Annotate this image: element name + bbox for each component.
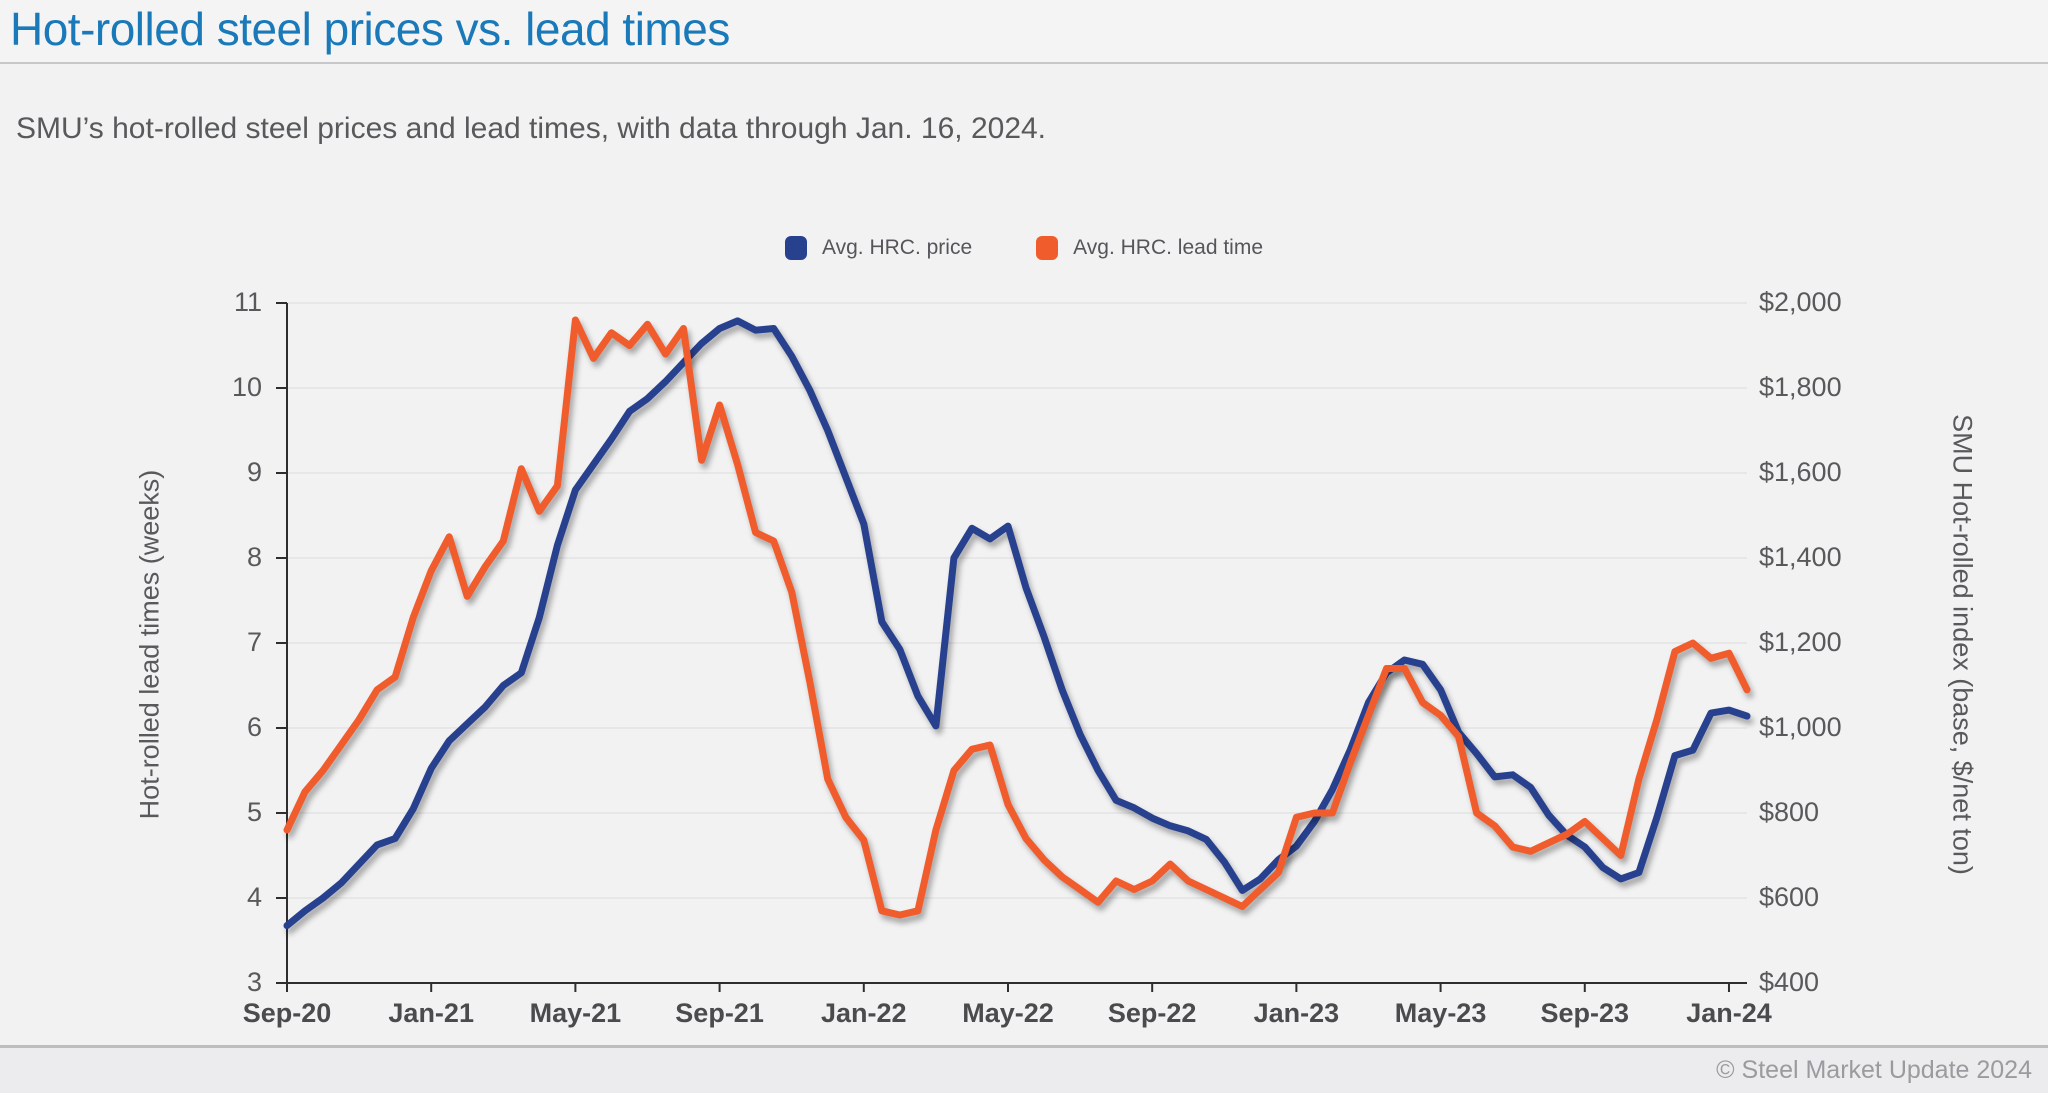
- copyright-text: © Steel Market Update 2024: [1716, 1056, 2032, 1084]
- legend-swatch-price-icon: [784, 236, 807, 260]
- x-axis-tick-label: Jan-23: [1253, 998, 1340, 1028]
- x-axis-tick-label: Jan-24: [1686, 998, 1772, 1028]
- right-axis-tick-label: $600: [1759, 882, 1820, 912]
- right-axis-tick-label: $1,000: [1759, 712, 1842, 742]
- legend-item-lead-time[interactable]: Avg. HRC. lead time: [1036, 236, 1263, 260]
- x-axis-tick-label: Sep-23: [1540, 998, 1630, 1028]
- left-axis-tick-label: 9: [246, 457, 262, 487]
- title-divider: [0, 62, 2048, 64]
- chart-subtitle: SMU’s hot-rolled steel prices and lead t…: [16, 112, 1047, 145]
- x-axis-tick-label: Sep-22: [1107, 998, 1197, 1028]
- right-axis-tick-label: $2,000: [1759, 287, 1842, 317]
- x-axis-tick-label: Jan-21: [388, 998, 474, 1028]
- x-axis-tick-label: Jan-22: [821, 998, 907, 1028]
- left-axis-tick-label: 6: [246, 712, 262, 742]
- left-axis-tick-label: 5: [246, 797, 262, 827]
- left-axis-tick-label: 4: [246, 882, 262, 912]
- x-axis-tick-label: May-22: [962, 998, 1054, 1028]
- right-axis-tick-label: $1,200: [1759, 627, 1842, 657]
- footer-divider: [0, 1045, 2048, 1048]
- left-axis-tick-label: 7: [246, 627, 262, 657]
- right-axis-tick-label: $1,600: [1759, 457, 1842, 487]
- legend-item-price[interactable]: Avg. HRC. price: [784, 236, 973, 260]
- x-axis-tick-label: May-21: [529, 998, 622, 1028]
- left-axis-tick-label: 10: [231, 372, 262, 402]
- right-axis-tick-label: $800: [1759, 797, 1820, 827]
- legend-swatch-lead-time-icon: [1036, 236, 1059, 260]
- legend: Avg. HRC. price Avg. HRC. lead time: [0, 236, 2048, 260]
- x-axis-tick-label: Sep-20: [242, 998, 332, 1028]
- right-axis-tick-label: $400: [1759, 967, 1820, 997]
- series-line-lead-time: [283, 316, 1751, 919]
- left-axis-tick-label: 8: [246, 542, 262, 572]
- right-axis-tick-label: $1,800: [1759, 372, 1842, 402]
- x-axis-tick-label: May-23: [1394, 998, 1487, 1028]
- page-title: Hot-rolled steel prices vs. lead times: [10, 3, 730, 55]
- right-axis-tick-label: $1,400: [1759, 542, 1842, 572]
- series-line-price: [283, 317, 1751, 930]
- legend-label-price: Avg. HRC. price: [821, 236, 973, 259]
- legend-label-lead-time: Avg. HRC. lead time: [1073, 236, 1264, 259]
- left-axis-tick-label: 11: [233, 287, 262, 317]
- header: Hot-rolled steel prices vs. lead times: [0, 0, 2048, 62]
- left-axis-tick-label: 3: [246, 967, 262, 997]
- x-axis-tick-label: Sep-21: [675, 998, 764, 1028]
- footer: © Steel Market Update 2024: [0, 1048, 2048, 1093]
